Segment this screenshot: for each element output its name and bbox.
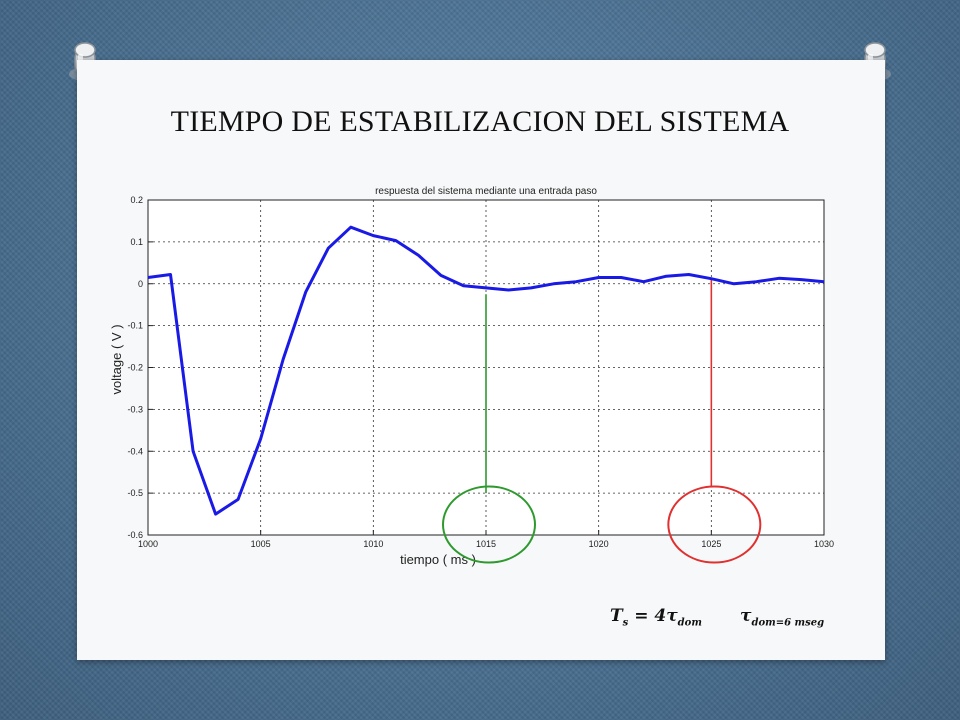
x-tick-label: 1020 [589,539,609,549]
y-axis-label: voltage ( V ) [109,324,124,394]
y-tick-label: -0.1 [127,321,143,331]
settling-marker-circle [667,485,762,564]
y-tick-label: 0.2 [130,195,143,205]
response-series-line [147,225,825,516]
settling-time-equation: Ts = 4τdom [610,606,702,629]
x-axis-label: tiempo ( ms ) [400,552,476,567]
x-tick-label: 1005 [251,539,271,549]
y-tick-label: -0.5 [127,488,143,498]
y-tick-label: -0.2 [127,363,143,373]
x-tick-label: 1000 [138,539,158,549]
x-tick-label: 1025 [701,539,721,549]
settling-time-formula: Ts = 4τdom τdom=6 mseg [598,600,878,636]
chart-title: respuesta del sistema mediante una entra… [375,186,597,197]
slide-title: TIEMPO DE ESTABILIZACION DEL SISTEMA [170,105,790,138]
y-tick-label: -0.4 [127,446,143,456]
y-tick-label: -0.6 [127,530,143,540]
x-tick-label: 1015 [476,539,496,549]
y-tick-label: 0 [138,279,143,289]
y-tick-label: 0.1 [130,237,143,247]
x-tick-label: 1010 [363,539,383,549]
settling-marker-circle [442,485,536,564]
dominant-time-constant: τdom=6 mseg [740,606,825,629]
y-tick-label: -0.3 [127,404,143,414]
x-tick-label: 1030 [814,539,834,549]
